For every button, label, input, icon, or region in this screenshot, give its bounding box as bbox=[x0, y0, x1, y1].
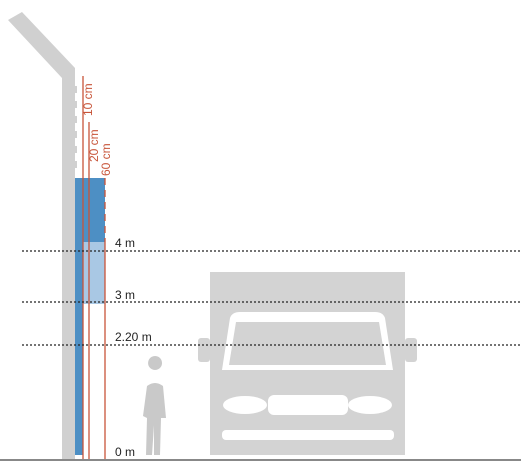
height-label: 0 m bbox=[115, 445, 135, 459]
zone-upper bbox=[75, 178, 105, 242]
zone-bar bbox=[75, 242, 83, 455]
person bbox=[143, 356, 166, 455]
offset-label: 10 cm bbox=[81, 83, 95, 116]
offset-label: 20 cm bbox=[87, 129, 101, 162]
height-label: 4 m bbox=[115, 236, 135, 250]
truck bbox=[198, 272, 417, 455]
height-label: 3 m bbox=[115, 288, 135, 302]
height-label: 2.20 m bbox=[115, 330, 152, 344]
offset-label: 60 cm bbox=[99, 143, 113, 176]
offset-lines bbox=[82, 76, 106, 460]
pole bbox=[8, 12, 75, 460]
pole-dashes bbox=[66, 86, 77, 168]
